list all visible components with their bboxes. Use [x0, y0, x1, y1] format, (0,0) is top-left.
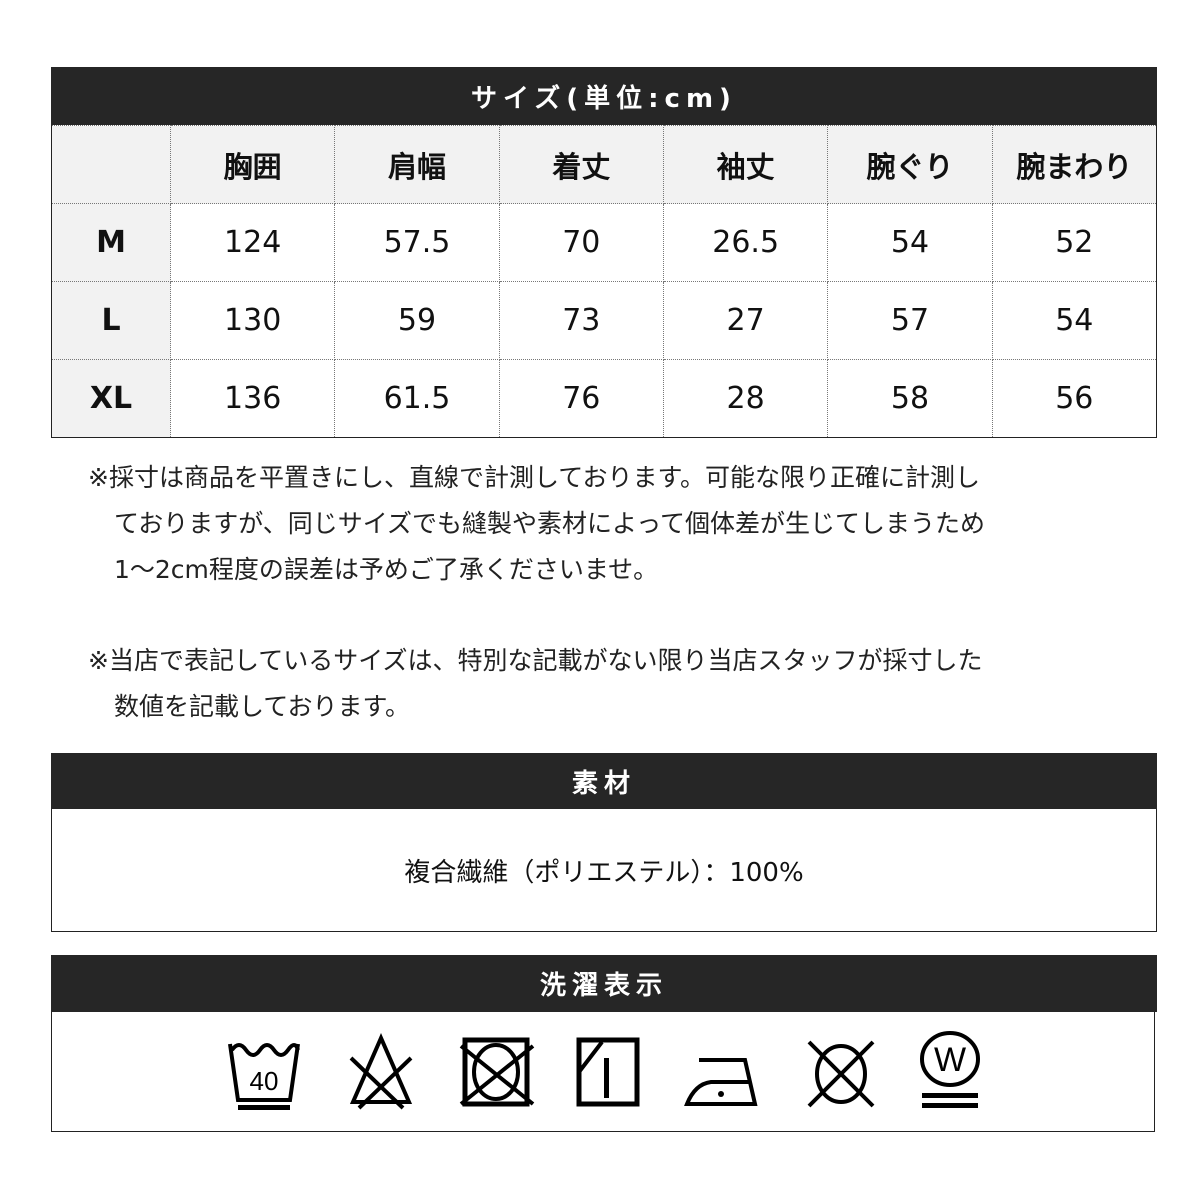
- table-row: XL 136 61.5 76 28 58 56: [51, 359, 1158, 438]
- measurement-cell: 57: [827, 281, 993, 360]
- measurement-cell: 76: [498, 359, 664, 438]
- header-corner: [51, 125, 171, 204]
- measurement-cell: 59: [334, 281, 500, 360]
- column-header: 袖丈: [662, 125, 829, 204]
- measurement-cell: 26.5: [662, 203, 829, 282]
- note-sizing: ※当店で表記しているサイズは、特別な記載がない限り当店スタッフが採寸した 数値を…: [88, 638, 982, 730]
- table-row: L 130 59 73 27 57 54: [51, 281, 1158, 360]
- note-line: 1～2cm程度の誤差は予めご了承くださいませ。: [114, 555, 659, 584]
- wet-clean-very-gentle-icon: W: [919, 1030, 980, 1108]
- measurement-cell: 61.5: [334, 359, 500, 438]
- material-title: 素材: [51, 753, 1157, 809]
- measurement-cell: 124: [169, 203, 336, 282]
- measurement-cell: 27: [662, 281, 829, 360]
- column-header: 腕ぐり: [827, 125, 993, 204]
- note-line: ※採寸は商品を平置きにし、直線で計測しております。可能な限り正確に計測し: [88, 463, 980, 492]
- measurement-cell: 70: [498, 203, 664, 282]
- measurement-cell: 130: [169, 281, 336, 360]
- measurement-cell: 136: [169, 359, 336, 438]
- material-box: 複合繊維（ポリエステル）：100%: [51, 809, 1157, 932]
- table-header-row: 胸囲 肩幅 着丈 袖丈 腕ぐり 腕まわり: [51, 125, 1158, 204]
- measurement-cell: 28: [662, 359, 829, 438]
- wash-temp: 40: [250, 1066, 279, 1096]
- note-line: 数値を記載しております。: [114, 692, 411, 721]
- measurement-cell: 73: [498, 281, 664, 360]
- measurement-cell: 58: [827, 359, 993, 438]
- note-line: ておりますが、同じサイズでも縫製や素材によって個体差が生じてしまうため: [114, 509, 986, 538]
- size-label: L: [51, 281, 171, 360]
- care-title: 洗濯表示: [51, 955, 1157, 1012]
- measurement-cell: 54: [827, 203, 993, 282]
- no-tumble-dry-icon: [460, 1037, 535, 1106]
- note-measurement: ※採寸は商品を平置きにし、直線で計測しております。可能な限り正確に計測し ており…: [88, 455, 985, 593]
- no-dry-clean-icon: [807, 1040, 875, 1107]
- care-icons: 40 W: [51, 1012, 1155, 1132]
- measurement-cell: 57.5: [334, 203, 500, 282]
- column-header: 着丈: [498, 125, 664, 204]
- size-label: XL: [51, 359, 171, 438]
- column-header: 胸囲: [169, 125, 336, 204]
- column-header: 肩幅: [334, 125, 500, 204]
- iron-low-icon: [683, 1057, 758, 1106]
- size-table-title: サイズ(単位:cm): [51, 67, 1157, 125]
- wash-40-gentle-icon: 40: [228, 1042, 300, 1110]
- size-table: 胸囲 肩幅 着丈 袖丈 腕ぐり 腕まわり M 124 57.5 70 26.5 54 52 L 130 59…: [51, 125, 1158, 438]
- measurement-cell: 56: [991, 359, 1158, 438]
- note-line: ※当店で表記しているサイズは、特別な記載がない限り当店スタッフが採寸した: [88, 646, 983, 675]
- column-header: 腕まわり: [991, 125, 1158, 204]
- wetclean-letter: W: [934, 1041, 966, 1079]
- table-row: M 124 57.5 70 26.5 54 52: [51, 203, 1158, 282]
- size-label: M: [51, 203, 171, 282]
- measurement-cell: 52: [991, 203, 1158, 282]
- material-text: 複合繊維（ポリエステル）：100%: [404, 857, 804, 888]
- no-bleach-icon: [349, 1032, 413, 1109]
- measurement-cell: 54: [991, 281, 1158, 360]
- line-dry-shade-icon: [576, 1037, 640, 1106]
